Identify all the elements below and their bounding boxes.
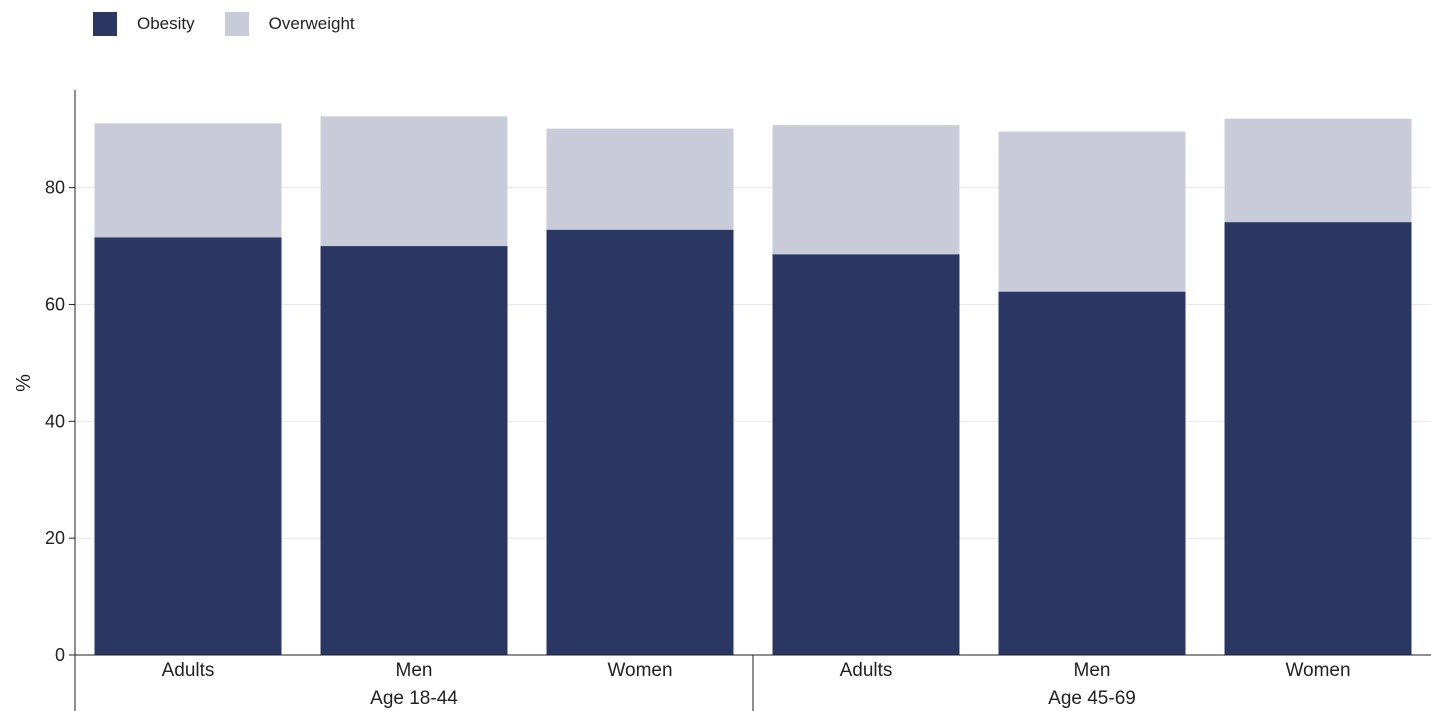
y-tick-label-0: 0	[55, 645, 65, 665]
y-axis-title: %	[13, 374, 35, 392]
bar-overweight-2	[546, 128, 734, 230]
x-category-label-4: Men	[1074, 660, 1111, 681]
bar-obesity-2	[546, 229, 734, 655]
legend-item-obesity[interactable]: Obesity	[93, 12, 195, 36]
bar-obesity-0	[94, 237, 282, 655]
legend-label-overweight: Overweight	[268, 14, 355, 33]
bars	[94, 116, 1412, 656]
axes: 0 20 40 60 80 Adults Men Women Adults Men Women Age…	[45, 90, 1431, 711]
bar-obesity-1	[320, 246, 508, 656]
bar-overweight-4	[998, 131, 1186, 292]
y-tick-label-60: 60	[45, 294, 65, 314]
x-category-label-5: Women	[1285, 660, 1350, 681]
x-category-label-0: Adults	[162, 660, 215, 681]
bar-overweight-3	[772, 125, 960, 255]
bar-obesity-5	[1224, 222, 1412, 655]
bar-overweight-5	[1224, 118, 1412, 223]
y-tick-label-20: 20	[45, 528, 65, 548]
x-category-label-3: Adults	[840, 660, 893, 681]
y-tick-label-40: 40	[45, 411, 65, 431]
group-label-0: Age 18-44	[370, 688, 458, 709]
legend-label-obesity: Obesity	[137, 14, 195, 33]
y-tick-label-80: 80	[45, 178, 65, 198]
bar-obesity-3	[772, 254, 960, 656]
bar-overweight-1	[320, 116, 508, 247]
gridlines	[75, 187, 1431, 539]
legend-swatch-overweight	[224, 12, 249, 36]
legend-item-overweight[interactable]: Overweight	[224, 12, 355, 36]
legend: Obesity Overweight	[93, 12, 385, 36]
bar-overweight-0	[94, 123, 282, 238]
legend-swatch-obesity	[93, 12, 117, 36]
bar-obesity-4	[998, 291, 1186, 655]
group-label-1: Age 45-69	[1048, 688, 1136, 709]
x-category-label-2: Women	[607, 660, 672, 681]
x-category-label-1: Men	[396, 660, 433, 681]
